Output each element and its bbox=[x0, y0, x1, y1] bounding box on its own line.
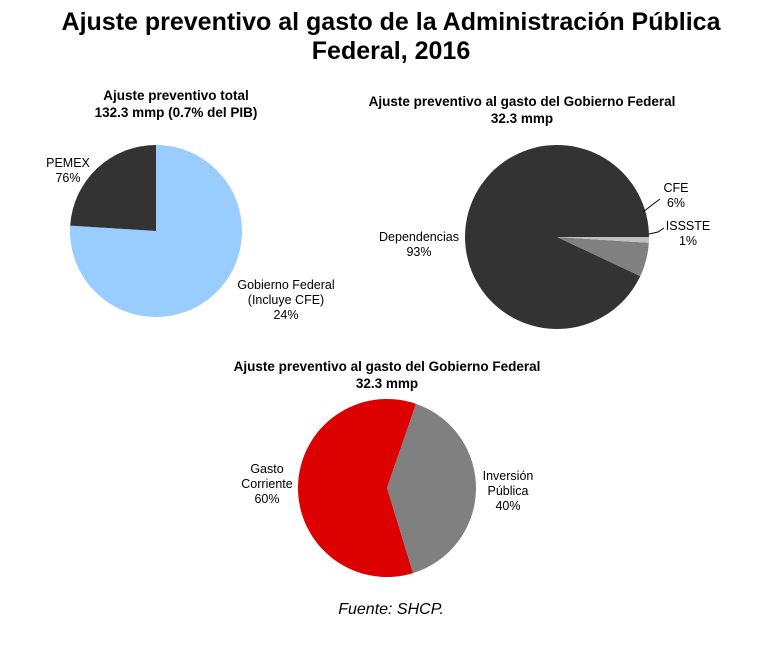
chart-3-title-text: Ajuste preventivo al gasto del Gobierno … bbox=[233, 359, 541, 374]
chart-3-slice-2-label: Inversión Pública 40% bbox=[483, 469, 534, 513]
chart-1-slice-1-name-line-1: PEMEX bbox=[46, 156, 90, 170]
main-title-line-1: Ajuste preventivo al gasto de la Adminis… bbox=[61, 8, 721, 36]
chart-3-slice-1-name-line-1: Gasto bbox=[250, 462, 283, 476]
chart-2-slice-2-label: CFE 6% bbox=[664, 181, 689, 210]
chart-2-slice-1 bbox=[465, 144, 649, 329]
chart-2-slice-1-name-line-1: Dependencias bbox=[379, 230, 459, 244]
chart-3-slice-1-name-line-2: Corriente bbox=[241, 477, 292, 491]
chart-3-slice-1 bbox=[297, 398, 416, 577]
chart-1-slice-2-name-line-2: (Incluye CFE) bbox=[248, 293, 324, 307]
chart-1-title: Ajuste preventivo total 132.3 mmp (0.7% … bbox=[86, 87, 266, 121]
chart-2-slice-3-value: 1% bbox=[679, 234, 697, 248]
main-title: Ajuste preventivo al gasto de la Adminis… bbox=[0, 8, 782, 66]
chart-1-slice-1 bbox=[70, 145, 243, 317]
chart-2-leader-line-2 bbox=[648, 227, 665, 235]
chart-3-slice-1-value: 60% bbox=[254, 492, 279, 506]
chart-3-subtitle: 32.3 mmp bbox=[355, 376, 419, 391]
chart-1-slice-1-label: PEMEX 76% bbox=[46, 156, 90, 185]
source-note: Fuente: SHCP. bbox=[338, 601, 444, 618]
chart-1-slice-2-name-line-1: Gobierno Federal bbox=[237, 278, 334, 292]
chart-2-title: Ajuste preventivo al gasto del Gobierno … bbox=[322, 93, 722, 127]
chart-3-slice-1-label: Gasto Corriente 60% bbox=[241, 462, 292, 506]
pie-gobierno-federal: Dependencias 93% CFE 6% ISSSTE 1% bbox=[379, 144, 710, 329]
chart-2-title-text: Ajuste preventivo al gasto del Gobierno … bbox=[368, 94, 676, 109]
chart-2-slice-2-value: 6% bbox=[667, 196, 685, 210]
chart-2-slice-1-label: Dependencias 93% bbox=[379, 230, 459, 259]
chart-3-slice-2-name-line-2: Pública bbox=[488, 484, 529, 498]
chart-1-subtitle: 132.3 mmp (0.7% del PIB) bbox=[94, 105, 258, 120]
chart-2-slice-3 bbox=[557, 237, 649, 243]
chart-3-slice-2-value: 40% bbox=[495, 499, 520, 513]
chart-1-title-text: Ajuste preventivo total bbox=[103, 88, 249, 103]
pie-tipo-gasto: Gasto Corriente 60% Inversión Pública 40% bbox=[241, 398, 534, 577]
chart-1-slice-2-value: 24% bbox=[273, 308, 298, 322]
chart-3-slice-2-name-line-1: Inversión bbox=[483, 469, 534, 483]
chart-2-subtitle: 32.3 mmp bbox=[490, 111, 554, 126]
chart-2-slice-1-value: 93% bbox=[406, 245, 431, 259]
chart-2-slice-2-name-line-1: CFE bbox=[664, 181, 689, 195]
chart-3-slice-2 bbox=[387, 403, 476, 574]
chart-1-slice-2 bbox=[70, 145, 156, 231]
chart-2-slice-2 bbox=[557, 237, 649, 277]
chart-2-slice-3-name-line-1: ISSSTE bbox=[666, 219, 710, 233]
chart-1-slice-1-value: 76% bbox=[55, 171, 80, 185]
chart-3-title: Ajuste preventivo al gasto del Gobierno … bbox=[187, 358, 587, 392]
pie-total: PEMEX 76% Gobierno Federal (Incluye CFE) 24% bbox=[46, 145, 335, 322]
chart-2-slice-3-label: ISSSTE 1% bbox=[666, 219, 710, 248]
chart-1-slice-2-label: Gobierno Federal (Incluye CFE) 24% bbox=[237, 278, 334, 322]
chart-2-leader-line-1 bbox=[642, 198, 661, 213]
main-title-line-2: Federal, 2016 bbox=[311, 37, 471, 65]
